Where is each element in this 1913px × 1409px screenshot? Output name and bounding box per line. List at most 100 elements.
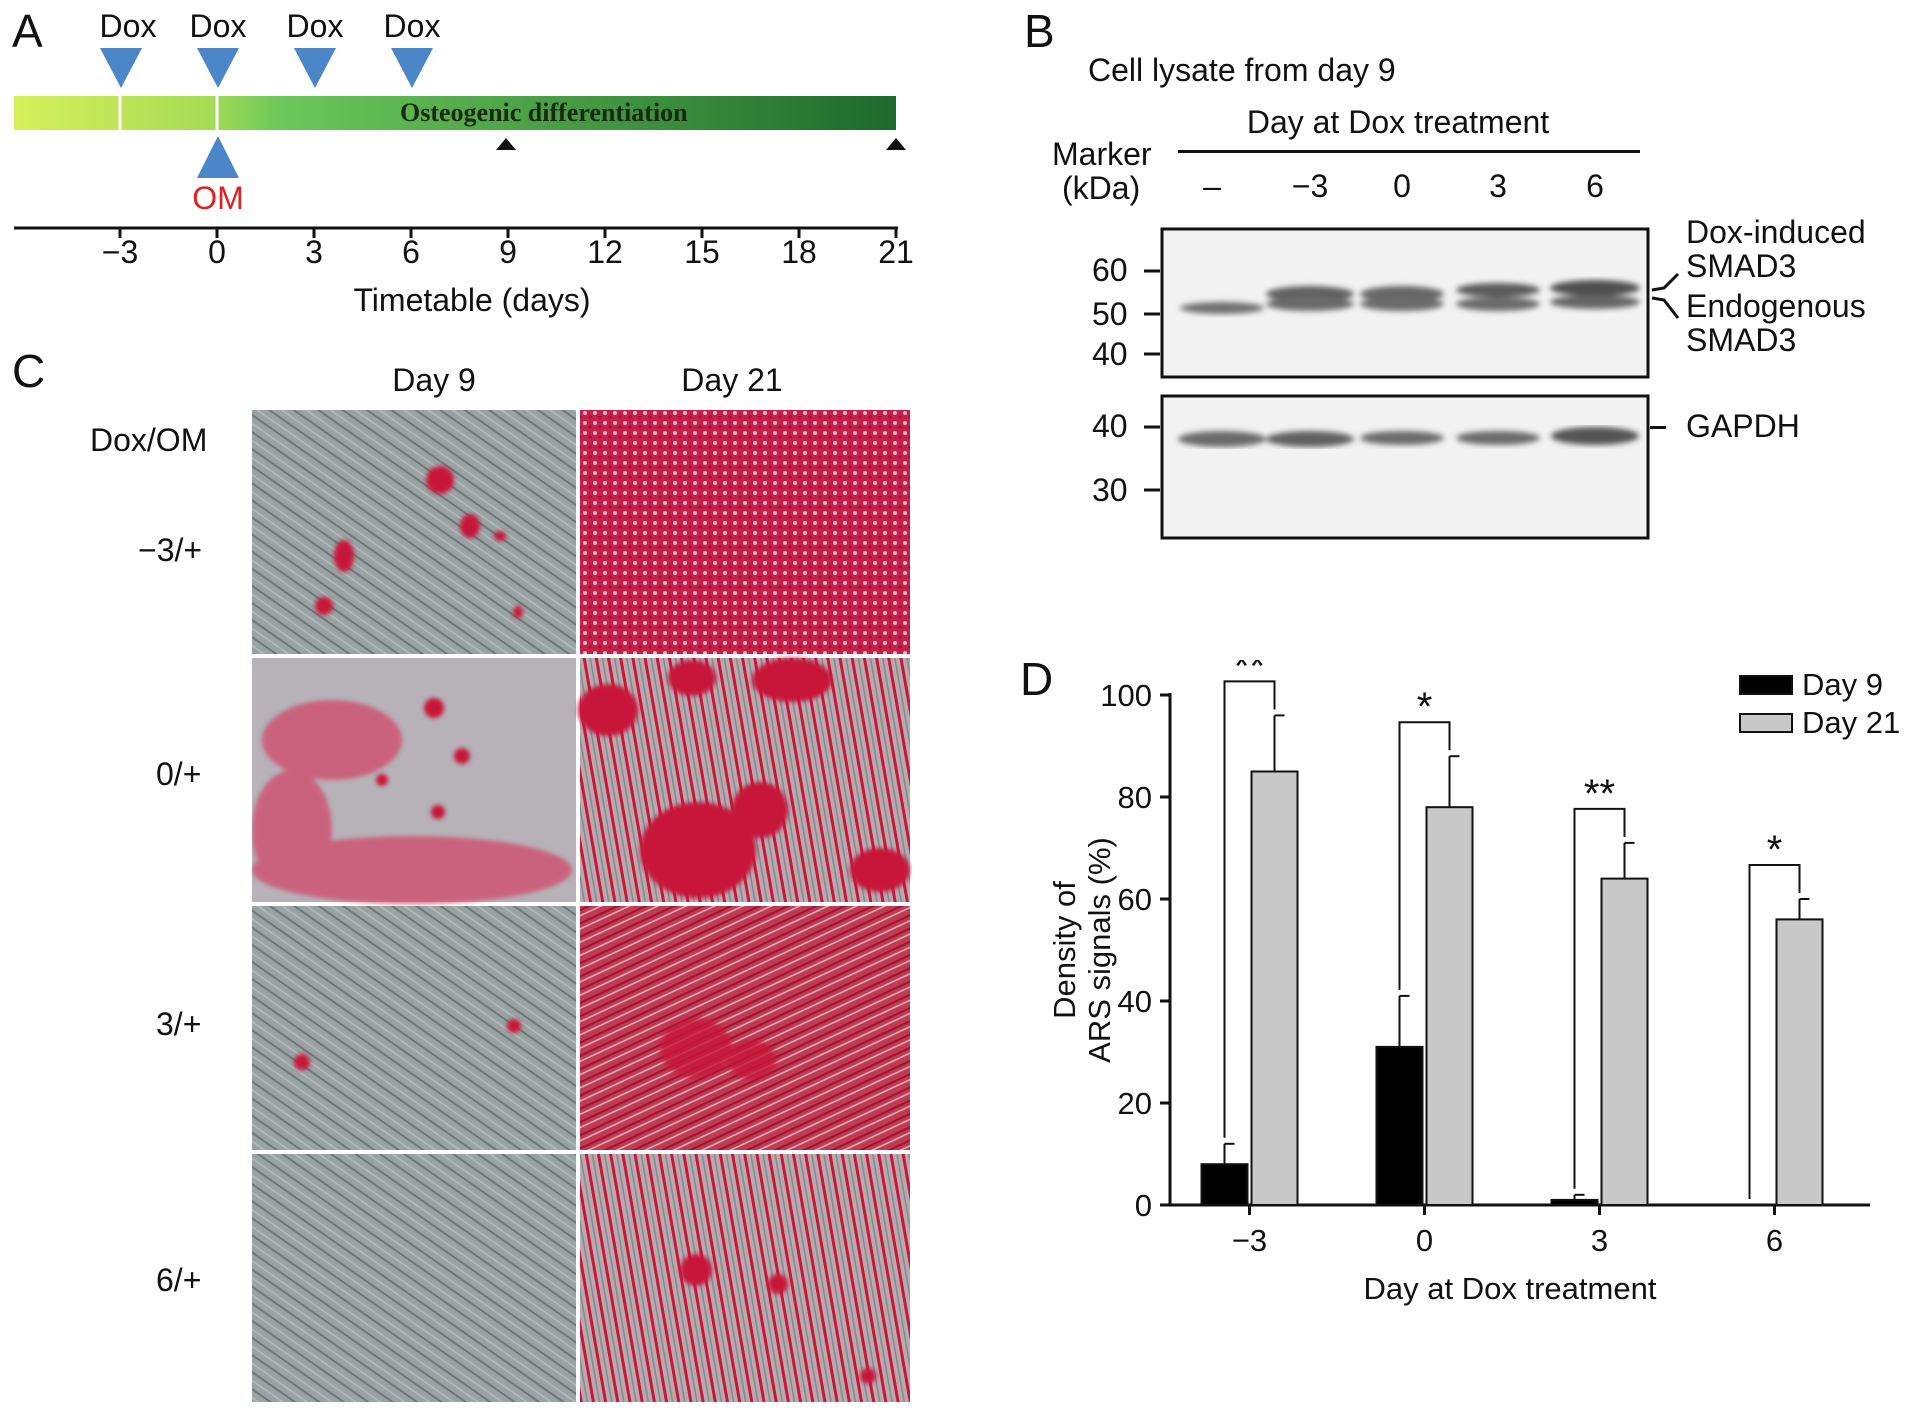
y-axis-label: Density of [1047,881,1082,1019]
blot-band [1456,283,1540,297]
lane-label: −3 [1291,168,1329,204]
panel-letter-c: C [12,345,46,397]
axis-tick-label: 9 [499,234,517,270]
x-tick-label: 3 [1591,1223,1608,1258]
kda-marker: 40 [1092,336,1128,372]
axis-tick-label: 18 [781,234,817,270]
bar-day-9 [1375,1045,1424,1206]
y-tick-label: 20 [1118,1086,1152,1121]
significance-marker: ** [1234,660,1265,688]
x-tick-label: 6 [1766,1223,1783,1258]
x-axis-label: Day at Dox treatment [1364,1271,1657,1306]
y-tick-label: 100 [1100,678,1152,713]
stain-nodules [315,466,523,618]
dox-marker [100,48,142,88]
column-header: Day 21 [681,362,783,398]
gapdh-pointer [1650,426,1666,429]
blot-header: Day at Dox treatment [1246,104,1550,140]
endogenous-label: SMAD3 [1686,322,1797,358]
lane-label: 6 [1586,168,1604,204]
blot-band [1266,431,1354,447]
row-label: 3/+ [156,1006,202,1042]
staining-micrographs [252,410,910,1402]
bar-day-21 [1775,918,1824,1206]
micrograph-day21 [580,410,910,654]
osteogenic-bar [14,96,896,130]
kda-marker: 60 [1092,252,1128,288]
dox-induced-label: SMAD3 [1686,248,1797,284]
significance-bracket [1398,721,1451,990]
axis-tick-label: 15 [684,234,720,270]
panel-letter-b: B [1024,5,1055,57]
legend-swatch [1739,713,1793,733]
row-label: 6/+ [156,1262,202,1298]
x-tick-label: −3 [1232,1223,1267,1258]
blot-band [1456,297,1540,311]
micrograph-day21 [580,1154,910,1402]
blot-band [1360,431,1444,445]
x-tick-label: 0 [1416,1223,1433,1258]
blot-band [1266,297,1354,311]
legend-label: Day 9 [1802,667,1883,702]
bar-day-9 [1550,1198,1599,1207]
row-label: 0/+ [156,756,202,792]
dox-label: Dox [383,8,441,44]
y-tick-label: 80 [1118,780,1152,815]
micrograph-day9 [252,1154,576,1402]
panel-letter-a: A [12,5,43,57]
om-marker [197,136,239,178]
blot-band [1551,427,1639,445]
marker-label: Marker [1052,136,1152,172]
kda-marker: 50 [1092,296,1128,332]
blot-band [1360,297,1444,311]
dox-marker [197,48,239,88]
axis-tick-label: −3 [101,234,139,270]
dox-label: Dox [286,8,344,44]
bar-day-21 [1425,806,1474,1206]
axis-tick-label: 3 [305,234,323,270]
bar-day-9 [1200,1163,1249,1207]
legend-swatch [1739,675,1793,695]
axis-tick-label: 12 [587,234,623,270]
blot-band [1178,431,1266,447]
significance-marker: * [1767,828,1783,872]
dox-label: Dox [189,8,247,44]
dox-label: Dox [99,8,157,44]
axis-ticks [118,228,898,238]
y-tick-label: 0 [1135,1188,1152,1223]
axis-tick-label: 0 [208,234,226,270]
kda-marker: 30 [1092,472,1128,508]
gapdh-label: GAPDH [1686,408,1800,444]
timeline-graphic [14,48,906,238]
micrograph-day9 [252,906,576,1150]
lane-label: 3 [1489,168,1507,204]
kda-label: (kDa) [1062,170,1141,206]
kda-marker: 40 [1092,408,1128,444]
marker-ticks [1144,269,1160,492]
lane-label: – [1203,168,1221,204]
osteogenic-bar-label: Osteogenic differentiation [400,98,688,127]
y-tick-label: 60 [1118,882,1152,917]
lane-label: 0 [1393,168,1411,204]
blot-band [1550,280,1640,296]
blot-title: Cell lysate from day 9 [1088,52,1396,88]
y-axis-label: ARS signals (%) [1082,837,1117,1063]
significance-bracket [1573,807,1626,1189]
row-label: −3/+ [138,532,203,568]
blot-band [1180,302,1264,314]
significance-marker: ** [1584,772,1615,816]
micrograph-day21 [580,906,910,1150]
sampling-marker [886,138,906,150]
significance-bracket [1748,864,1801,1199]
western-blots [1160,227,1650,540]
gapdh-blot [1160,394,1650,540]
dox-marker [391,48,433,88]
row-header: Dox/OM [90,422,208,458]
panel-letter-d: D [1020,653,1054,705]
axis-tick-label: 6 [402,234,420,270]
dox-marker [294,48,336,88]
significance-marker: * [1417,685,1433,729]
bar-day-9 [1725,1204,1774,1207]
sampling-marker [496,138,516,150]
